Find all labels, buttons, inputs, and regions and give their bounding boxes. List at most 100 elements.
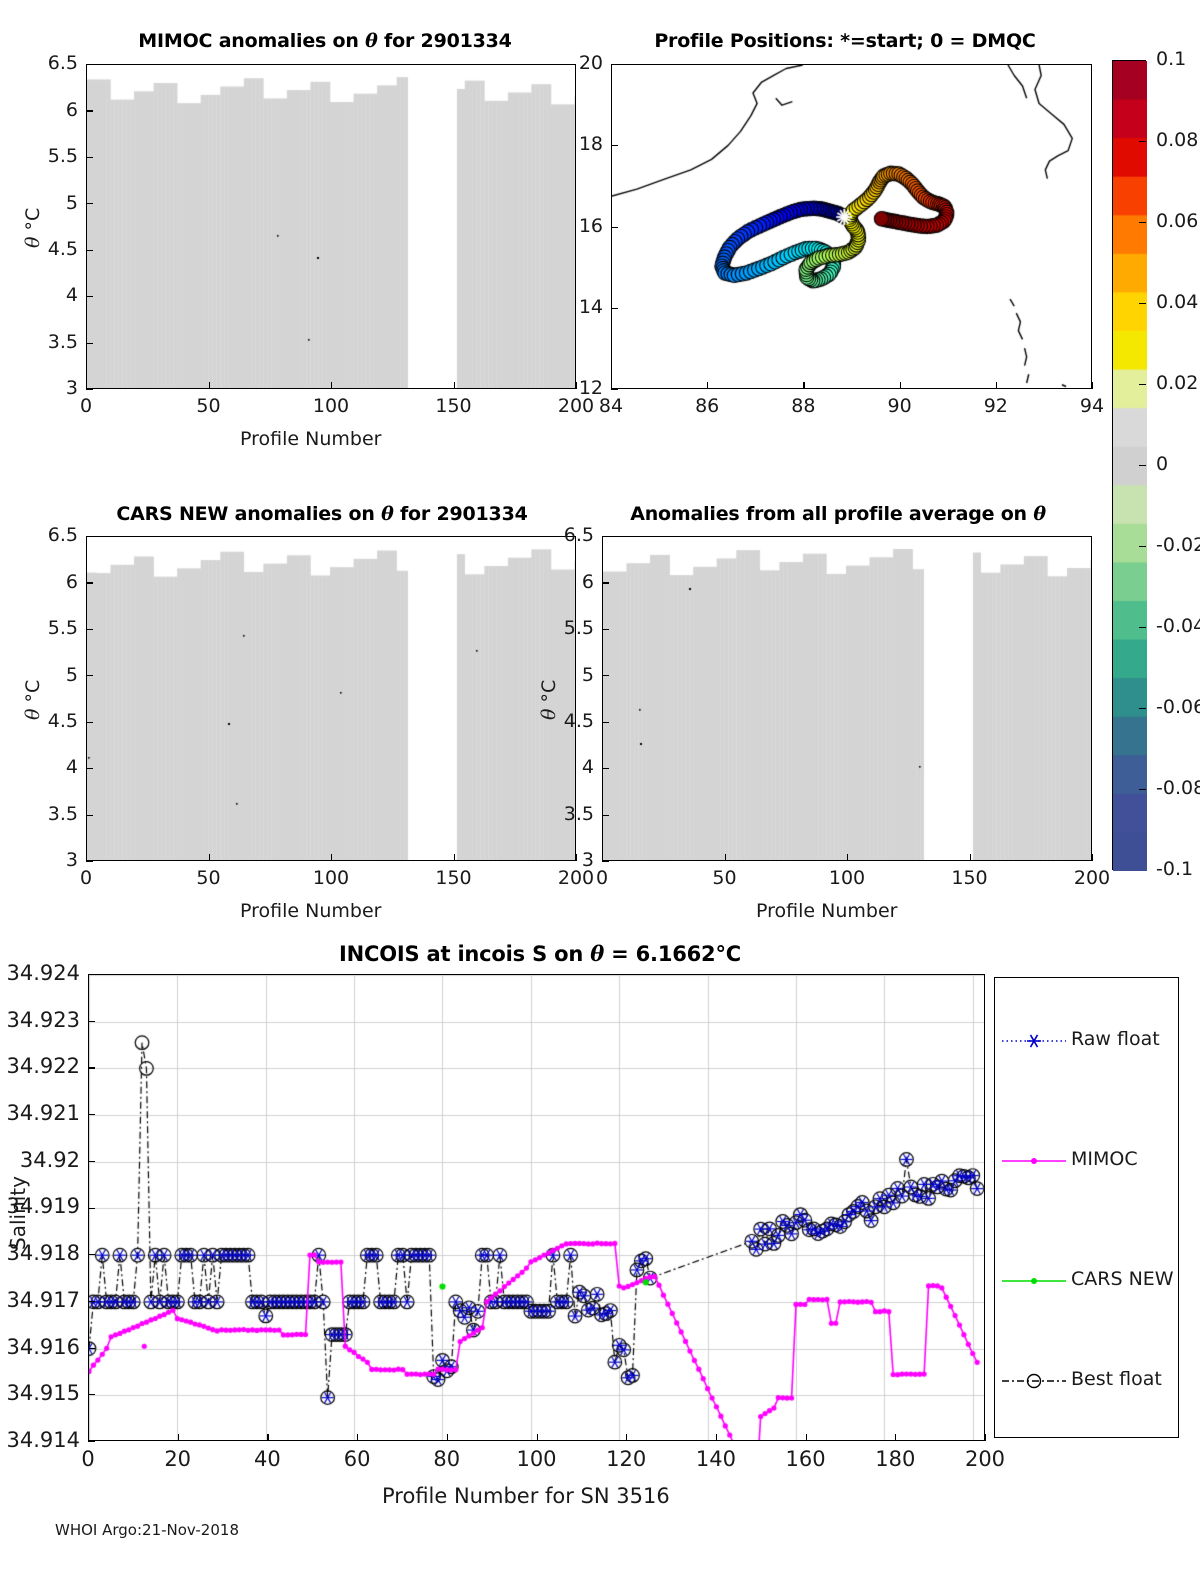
x-tick-label: 200: [557, 867, 595, 889]
legend: Raw float MIMOC CARS NEW Best float: [994, 977, 1179, 1438]
x-tick-label: 94: [1079, 395, 1105, 417]
tick-mark: [985, 1434, 987, 1441]
tick-mark: [847, 854, 849, 861]
x-tick-label: 20: [164, 1447, 192, 1471]
x-tick-label: 50: [712, 867, 737, 889]
y-tick-label: 34.914: [6, 1427, 80, 1452]
x-tick-label: 0: [595, 867, 609, 889]
y-tick-label: 4.5: [47, 709, 78, 732]
tick-mark: [536, 1434, 538, 1441]
legend-item-best-float: Best float: [995, 1366, 1178, 1396]
colorbar-tick-mark: [1139, 627, 1146, 629]
y-tick-label: 6: [65, 570, 78, 593]
tick-mark: [88, 1020, 95, 1022]
colorbar-tick-label: 0.06: [1156, 210, 1199, 232]
dot-icon: [1002, 1278, 1066, 1284]
tick-mark: [611, 389, 618, 391]
y-tick-label: 4: [65, 756, 78, 779]
y-tick-label: 5.5: [47, 617, 78, 640]
tick-mark: [453, 854, 455, 861]
x-tick-label: 88: [791, 395, 816, 417]
x-tick-label: 40: [254, 1447, 281, 1471]
asterisk-icon: [1002, 1034, 1066, 1048]
colorbar-tick-label: -0.04: [1156, 615, 1200, 637]
colorbar-tick-label: 0.1: [1156, 48, 1187, 70]
y-tick-label: 20: [578, 52, 603, 75]
x-tick-label: 100: [516, 1447, 557, 1471]
tick-mark: [969, 854, 971, 861]
colorbar-tick-label: 0.02: [1156, 372, 1199, 394]
y-tick-label: 3.5: [47, 802, 78, 825]
y-tick-label: 16: [578, 214, 603, 237]
colorbar-tick-label: 0: [1156, 453, 1169, 475]
tick-mark: [267, 1434, 269, 1441]
tick-mark: [86, 628, 93, 631]
tick-mark: [1092, 854, 1094, 861]
tick-mark: [86, 382, 88, 389]
tick-mark: [88, 1067, 95, 1069]
tick-mark: [357, 1434, 359, 1441]
tick-mark: [895, 1434, 897, 1441]
tick-mark: [626, 1434, 628, 1441]
tick-mark: [331, 382, 333, 389]
colorbar-tick-label: -0.06: [1156, 696, 1200, 718]
x-tick-label: 120: [606, 1447, 647, 1471]
x-tick-label: 100: [312, 395, 350, 417]
y-tick-label: 4.5: [563, 709, 594, 732]
x-tick-label: 150: [951, 867, 988, 889]
tick-mark: [88, 1207, 95, 1209]
x-tick-label: 0: [81, 1447, 95, 1471]
tick-mark: [602, 861, 609, 863]
y-tick-label: 6: [65, 98, 78, 121]
x-tick-label: 90: [887, 395, 912, 417]
y-tick-label: 5.5: [47, 145, 78, 168]
x-tick-label: 92: [983, 395, 1008, 417]
y-tick-label: 3: [581, 849, 594, 872]
y-tick-label: 3.5: [47, 330, 78, 353]
y-tick-label: 3.5: [563, 802, 594, 825]
tick-mark: [805, 1434, 807, 1441]
y-tick-label: 4.5: [47, 237, 78, 260]
tick-mark: [86, 582, 93, 584]
tick-mark: [86, 296, 93, 298]
tick-mark: [602, 582, 609, 584]
colorbar-tick-label: -0.1: [1156, 858, 1194, 880]
colorbar-tick-label: 0.04: [1156, 291, 1199, 313]
x-tick-label: 86: [695, 395, 720, 417]
tick-mark: [88, 1347, 95, 1349]
tick-mark: [86, 675, 93, 677]
tick-mark: [331, 854, 333, 861]
colorbar-tick-mark: [1139, 708, 1146, 710]
tick-mark: [86, 854, 88, 861]
tick-mark: [899, 382, 901, 389]
tick-mark: [86, 389, 93, 391]
colorbar-tick-mark: [1139, 384, 1146, 386]
tick-mark: [88, 1160, 95, 1162]
y-tick-label: 34.915: [6, 1381, 80, 1406]
mimoc-xlabel: Profile Number: [240, 428, 382, 450]
tick-mark: [208, 382, 210, 389]
y-tick-label: 34.921: [6, 1101, 80, 1126]
y-tick-label: 34.922: [6, 1054, 80, 1079]
colorbar-tick-label: -0.02: [1156, 534, 1200, 556]
tick-mark: [177, 1434, 179, 1441]
x-tick-label: 200: [557, 395, 595, 417]
x-tick-label: 0: [79, 867, 93, 889]
colorbar-tick-label: -0.08: [1156, 777, 1200, 799]
y-tick-label: 6.5: [47, 524, 78, 547]
y-tick-label: 34.923: [6, 1007, 80, 1032]
y-tick-label: 5: [65, 663, 78, 686]
cars-plot-area: [86, 536, 576, 861]
legend-label: Best float: [1071, 1368, 1162, 1390]
colorbar-tick-mark: [1139, 222, 1146, 224]
tick-mark: [208, 854, 210, 861]
map-title: Profile Positions: *=start; 0 = DMQC: [654, 30, 1036, 52]
x-tick-label: 150: [435, 395, 472, 417]
tick-mark: [602, 536, 609, 538]
tick-mark: [707, 382, 709, 389]
tick-mark: [611, 382, 613, 389]
tick-mark: [803, 382, 805, 389]
y-tick-label: 6.5: [47, 52, 78, 75]
tick-mark: [88, 1254, 95, 1256]
tick-mark: [86, 861, 93, 863]
